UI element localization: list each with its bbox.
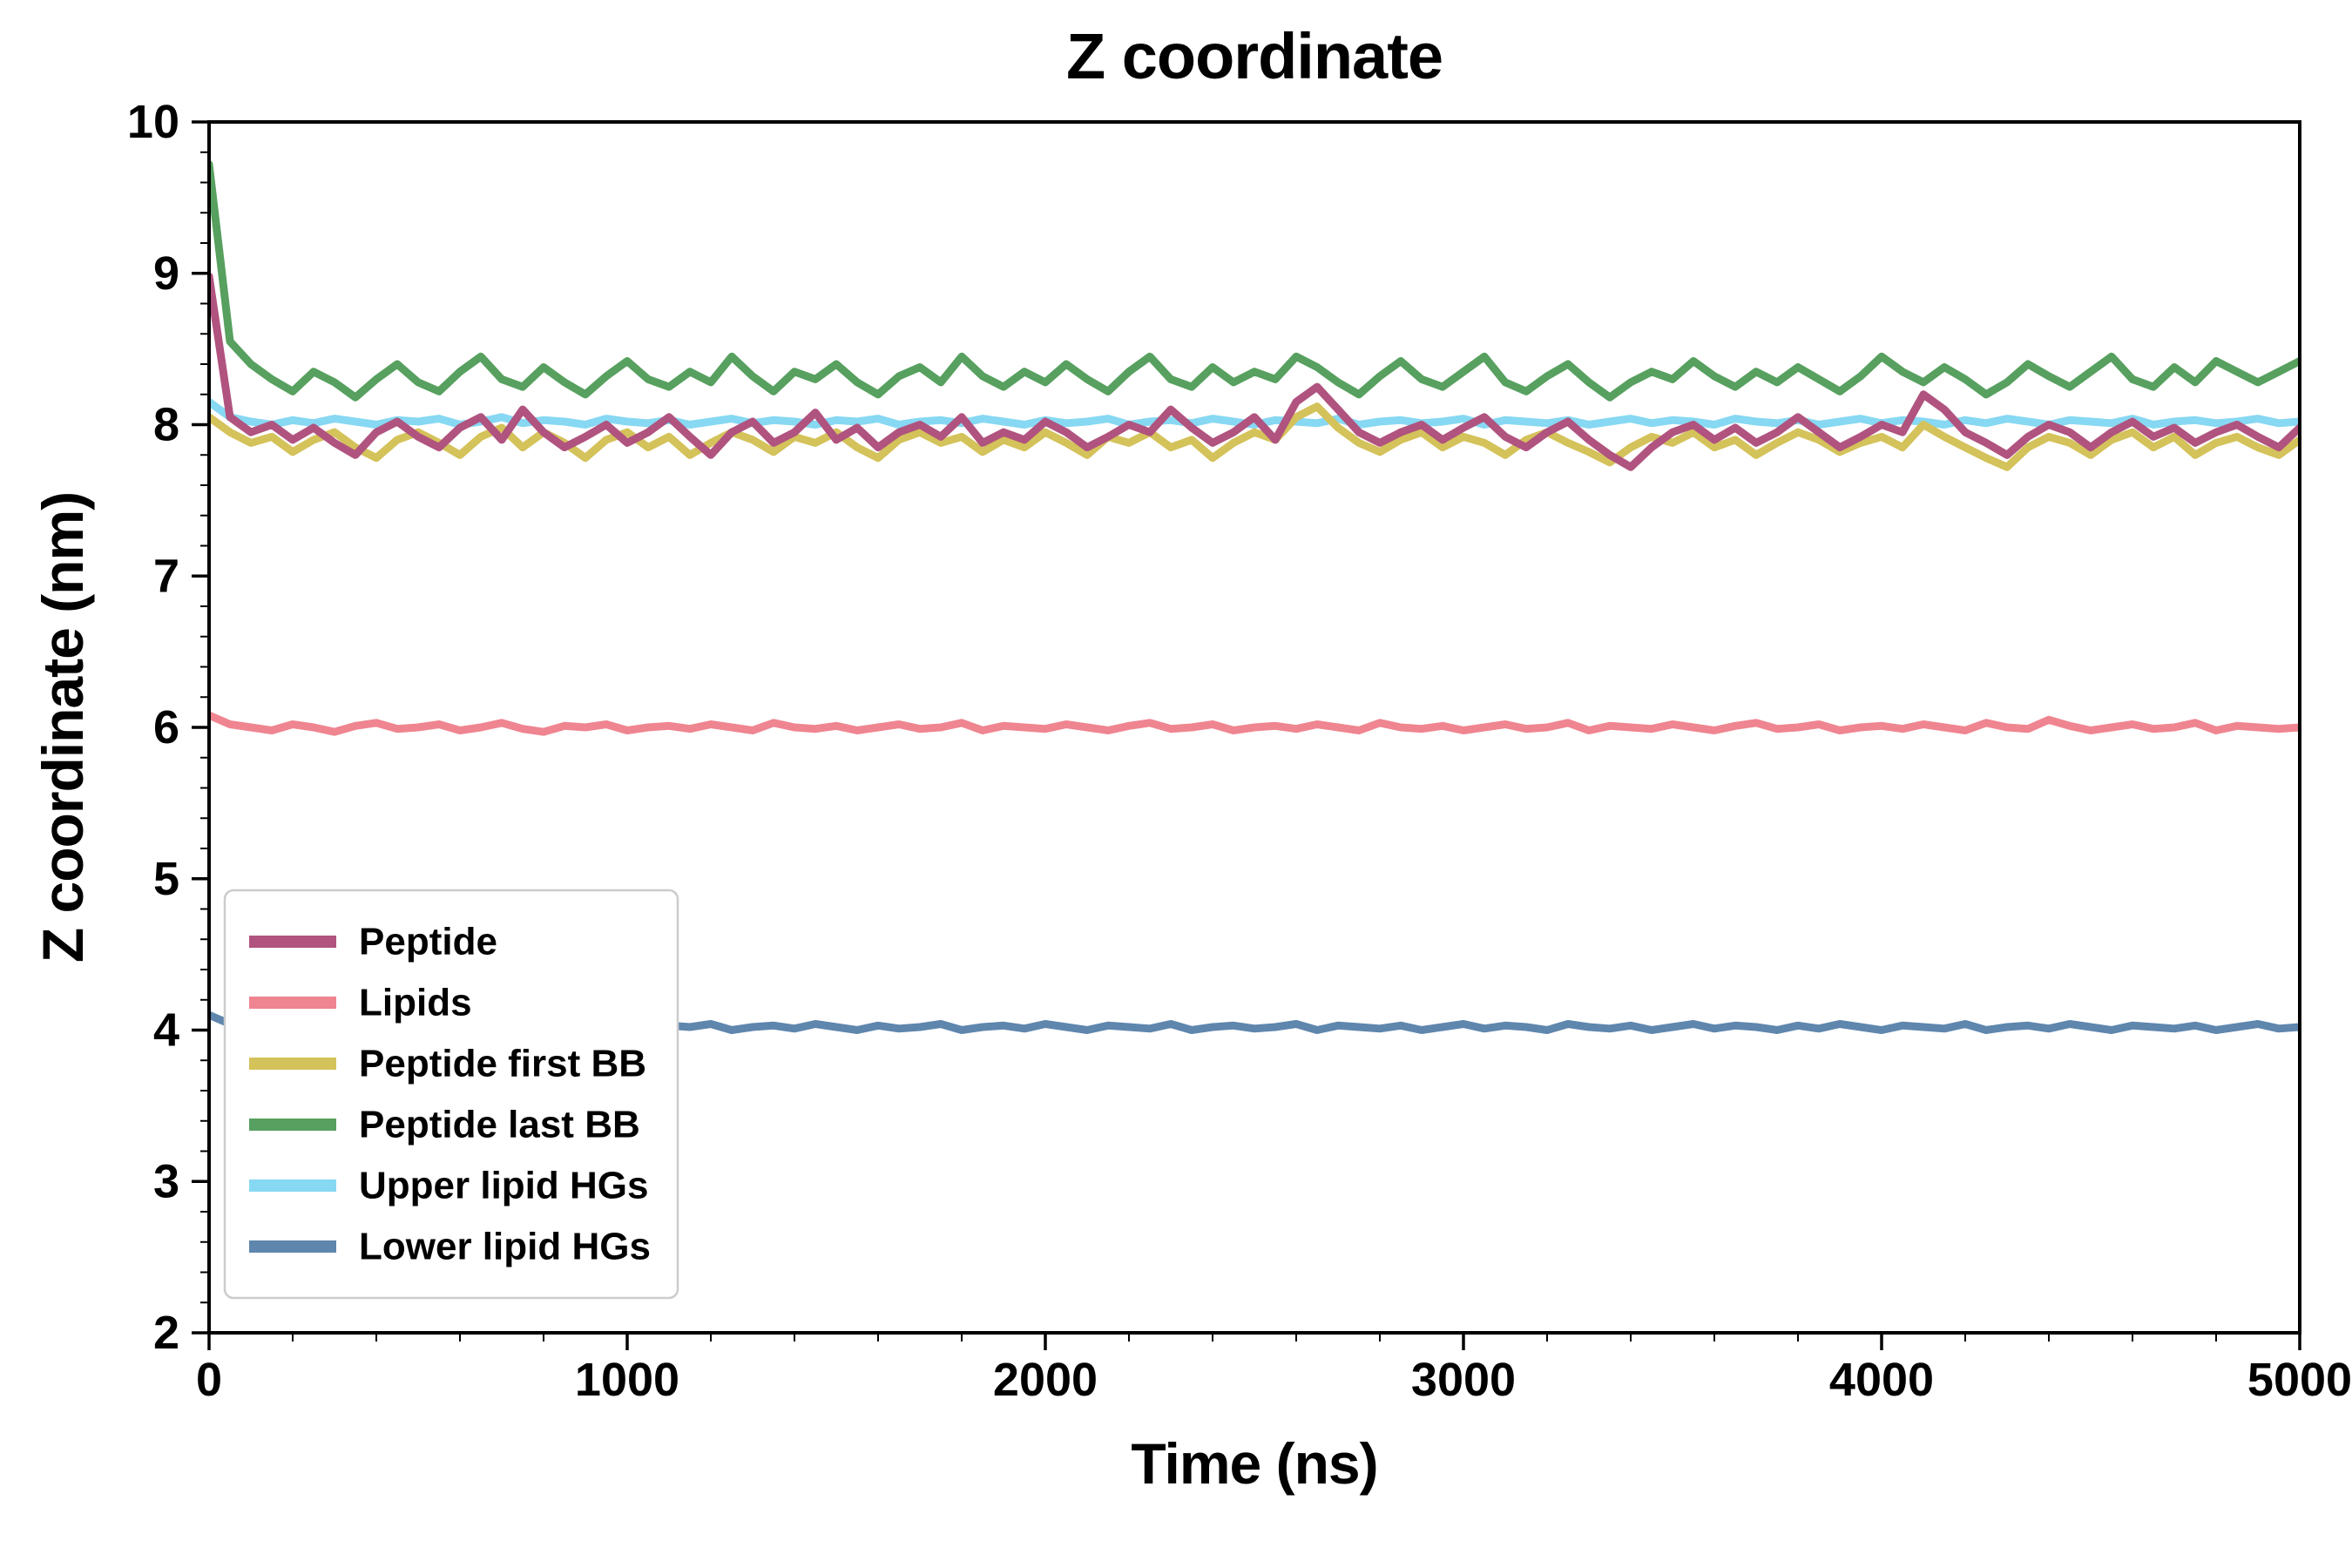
legend: Peptide Lipids Peptide first BB Peptide las… <box>223 889 679 1300</box>
x-tick-label: 3000 <box>1411 1354 1516 1406</box>
legend-label-lipids: Lipids <box>359 982 472 1024</box>
y-tick-label: 4 <box>153 1004 179 1057</box>
series-line-lipids <box>209 711 2300 736</box>
legend-label-peptide_first_bb: Peptide first BB <box>359 1043 646 1085</box>
y-tick-label: 9 <box>153 247 179 300</box>
y-tick-label: 6 <box>153 701 179 754</box>
y-tick-label: 7 <box>153 550 179 602</box>
x-tick-label: 4000 <box>1829 1354 1934 1406</box>
y-tick-label: 3 <box>153 1155 179 1207</box>
legend-label-upper_lipid_hgs: Upper lipid HGs <box>359 1165 648 1207</box>
y-tick-label: 8 <box>153 399 179 451</box>
series-line-peptide <box>209 272 2300 471</box>
x-tick-label: 0 <box>196 1354 222 1406</box>
legend-box <box>223 889 679 1300</box>
major-ticks: 0 1000 2000 3000 4000 5000 2 3 4 5 6 7 8 9 10 <box>127 96 2352 1406</box>
y-tick-label: 10 <box>127 96 179 148</box>
chart-title: Z coordinate <box>1065 20 1443 92</box>
series-line-upper_lipid_hgs <box>209 397 2300 429</box>
y-tick-label: 2 <box>153 1307 179 1359</box>
x-tick-label: 2000 <box>993 1354 1098 1406</box>
axes-frame <box>207 120 2301 1335</box>
x-tick-label: 5000 <box>2247 1354 2352 1406</box>
legend-label-peptide_last_bb: Peptide last BB <box>359 1104 640 1146</box>
x-tick-label: 1000 <box>575 1354 679 1406</box>
legend-label-peptide: Peptide <box>359 921 497 963</box>
legend-label-lower_lipid_hgs: Lower lipid HGs <box>359 1226 651 1268</box>
series-layer <box>209 160 2300 1034</box>
x-axis-label: Time (ns) <box>1131 1431 1378 1496</box>
series-line-peptide_last_bb <box>209 160 2300 402</box>
y-tick-label: 5 <box>153 853 179 905</box>
